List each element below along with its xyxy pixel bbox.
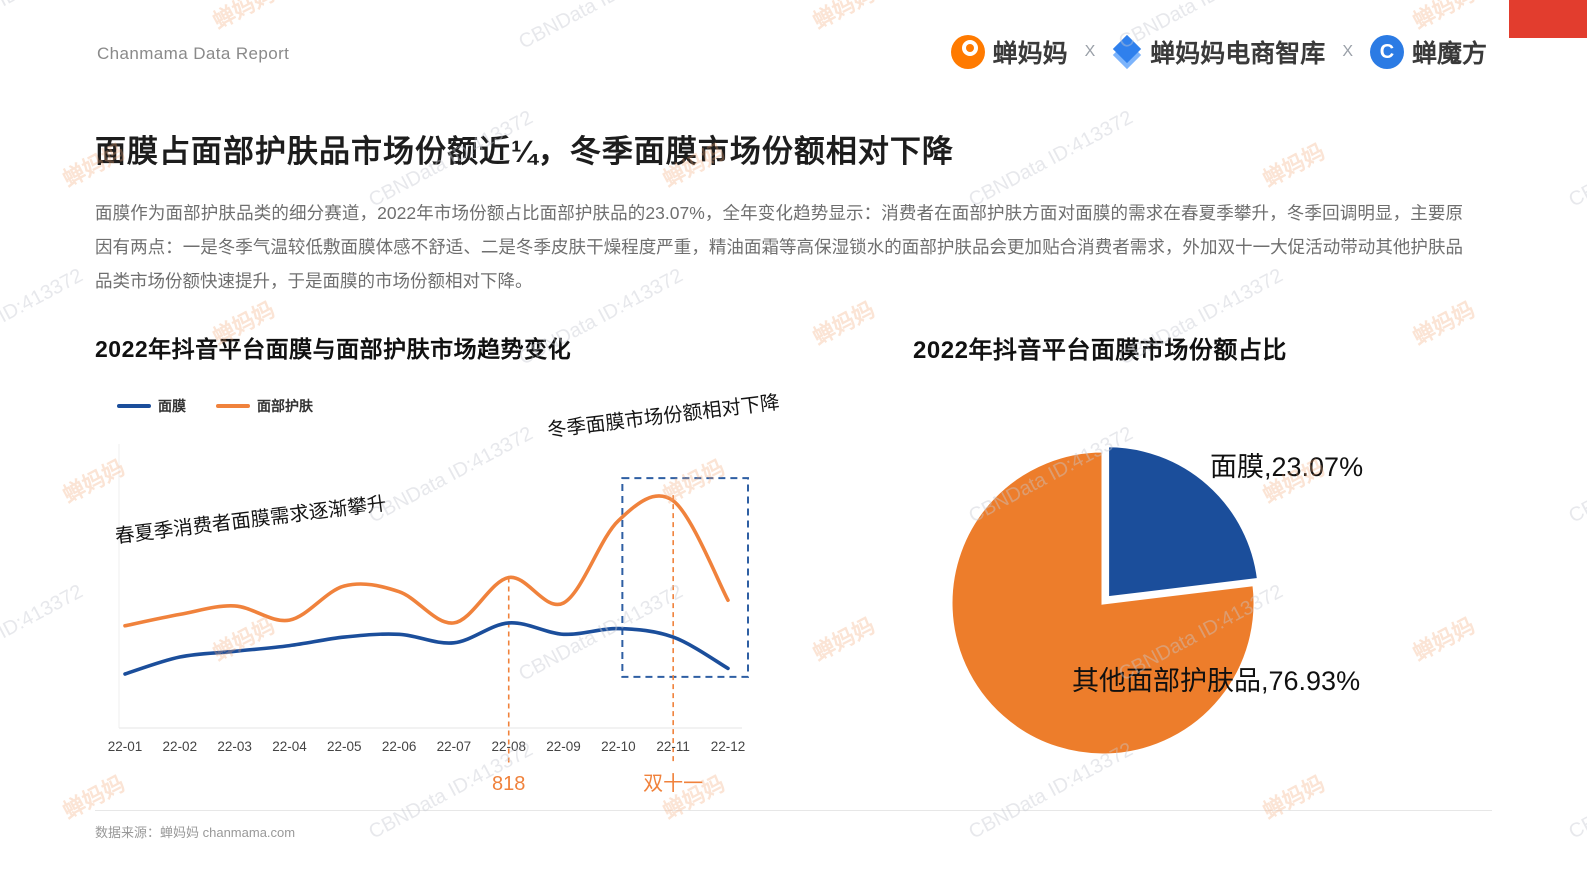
svg-text:22-04: 22-04 (272, 739, 307, 754)
watermark-id: CBNData ID:413372 (515, 0, 687, 54)
svg-text:22-03: 22-03 (217, 739, 252, 754)
brand-separator: X (1342, 43, 1353, 60)
watermark-brand: 蝉妈妈 (1408, 296, 1479, 350)
svg-text:818: 818 (492, 773, 525, 795)
brand-name: 蝉妈妈电商智库 (1150, 40, 1326, 68)
chanmama-logo-icon (950, 35, 985, 69)
page-title: 面膜占面部护肤品市场份额近¼，冬季面膜市场份额相对下降 (95, 134, 954, 169)
pie-chart-title: 2022年抖音平台面膜市场份额占比 (913, 337, 1287, 364)
line-chart-area: 22-01 22-02 22-03 22-04 22-05 22-06 22-07 22-08… (95, 392, 840, 805)
corner-ribbon (1509, 0, 1587, 38)
line-chart-legend: 面膜 面部护肤 (117, 396, 840, 416)
watermark-id: CBNData ID:413372 (0, 264, 87, 370)
brand-name: 蝉妈妈 (992, 40, 1068, 68)
svg-text:22-10: 22-10 (601, 739, 636, 754)
watermark-id: CBNData ID:413372 (1565, 107, 1587, 212)
line-chart-svg: 22-01 22-02 22-03 22-04 22-05 22-06 22-07 22-08… (108, 444, 750, 795)
watermark-brand: 蝉妈妈 (208, 0, 279, 34)
watermark-id: CBNData ID:413372 (1565, 739, 1587, 844)
pie-chart-area: 面膜,23.07% 其他面部护肤品,76.93% (850, 365, 1363, 825)
legend-swatch-0 (117, 404, 151, 408)
watermark-id: CBNData ID:413372 (0, 0, 87, 54)
watermark-id: CBNData ID:413372 (1565, 423, 1587, 528)
svg-text:双十一: 双十一 (643, 772, 703, 795)
svg-text:22-11: 22-11 (656, 739, 690, 754)
svg-text:22-12: 22-12 (711, 739, 746, 754)
chanmofang-logo-icon: C (1369, 35, 1404, 69)
svg-text:22-02: 22-02 (163, 739, 198, 754)
brand-name: 蝉魔方 (1411, 40, 1487, 68)
brand-separator: X (1084, 43, 1096, 60)
trend-chart-title: 2022年抖音平台面膜与面部护肤市场趋势变化 (95, 336, 572, 362)
legend-swatch-1 (216, 404, 250, 408)
legend-label: 面膜 (158, 398, 186, 414)
report-label: Chanmama Data Report (97, 44, 290, 63)
pie-chart-svg (949, 444, 1261, 757)
svg-text:22-01: 22-01 (108, 739, 143, 754)
svg-text:22-06: 22-06 (382, 739, 417, 754)
brand-zhiku: 蝉妈妈电商智库 (1112, 34, 1325, 70)
brand-mofang: C 蝉魔方 (1369, 34, 1487, 70)
svg-text:22-09: 22-09 (546, 739, 581, 754)
watermark-id: CBNData ID:413372 (0, 580, 87, 686)
brand-row: 蝉妈妈 X 蝉妈妈电商智库 X C 蝉魔方 (950, 34, 1487, 70)
trend-chart-section: 2022年抖音平台面膜与面部护肤市场趋势变化 面膜 面部护肤 22-01 22-0… (95, 330, 840, 805)
svg-text:22-07: 22-07 (437, 739, 472, 754)
svg-text:22-08: 22-08 (491, 739, 526, 754)
ecommerce-thinktank-logo-icon (1112, 37, 1142, 67)
watermark-brand: 蝉妈妈 (1258, 138, 1329, 192)
pie-label-other: 其他面部护肤品,76.93% (1072, 666, 1361, 696)
footer-divider (95, 810, 1492, 811)
page-body-paragraph: 面膜作为面部护肤品类的细分赛道，2022年市场份额占比面部护肤品的23.07%，… (95, 203, 1463, 292)
brand-chanmama: 蝉妈妈 (950, 34, 1068, 70)
svg-text:22-05: 22-05 (327, 739, 362, 754)
watermark-brand: 蝉妈妈 (1408, 0, 1479, 34)
data-source-footer: 数据来源：蝉妈妈 chanmama.com (95, 825, 296, 840)
legend-label: 面部护肤 (257, 398, 313, 414)
pie-chart-section: 2022年抖音平台面膜市场份额占比 面膜,23.07% 其他面部护肤品,76.9… (850, 330, 1363, 825)
watermark-brand: 蝉妈妈 (1408, 612, 1479, 666)
watermark-brand: 蝉妈妈 (808, 0, 879, 34)
legend-item-mianmo: 面膜 (117, 396, 186, 416)
pie-label-mianmo: 面膜,23.07% (1210, 452, 1364, 482)
legend-item-mianbuhufu: 面部护肤 (216, 396, 313, 416)
